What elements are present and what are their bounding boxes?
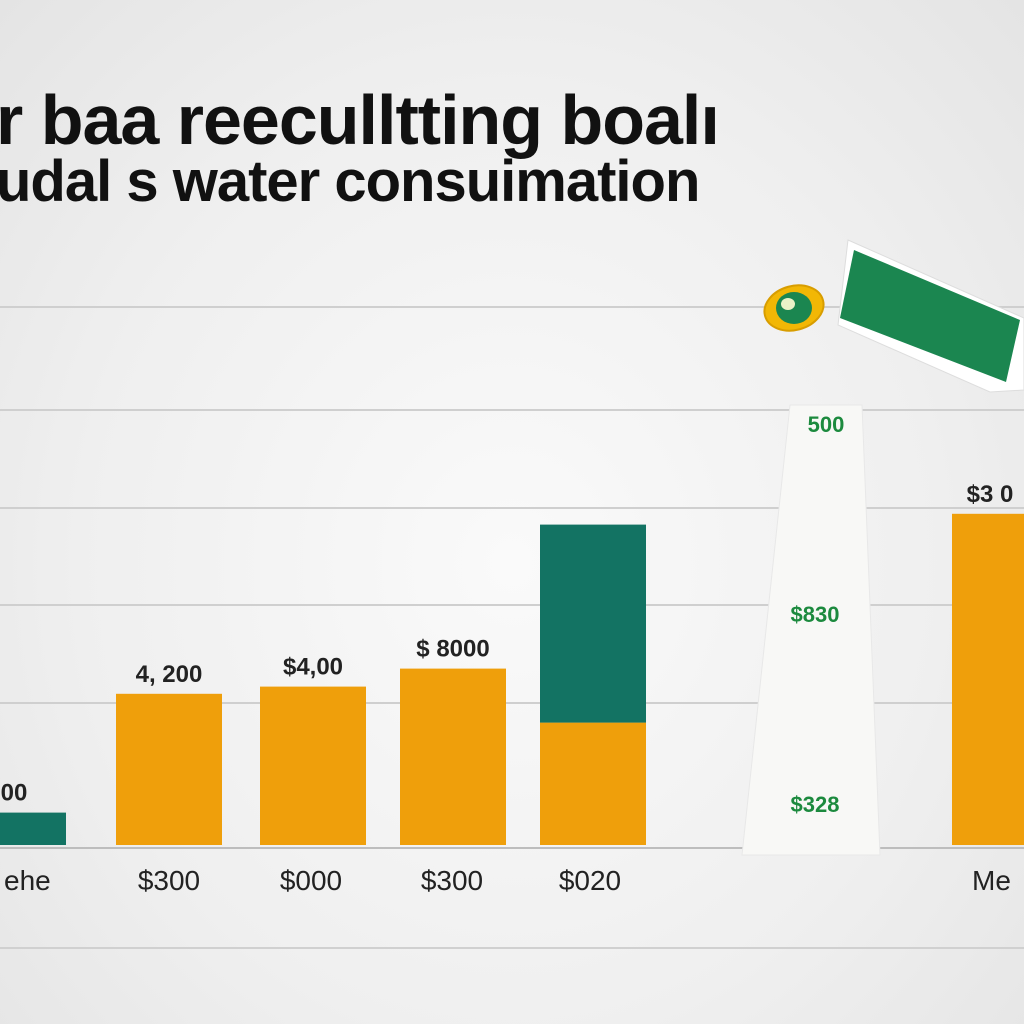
bar-secondary-0 xyxy=(0,812,66,845)
bar-value-label: $3 0 xyxy=(967,481,1014,508)
green-flag-icon xyxy=(837,239,1024,393)
bar-primary-4 xyxy=(540,722,646,845)
bar-value-label: $4,00 xyxy=(283,654,343,681)
bar-value-labels: 00 4, 200 $4,00 $ 8000 $3 0 xyxy=(1,481,1014,807)
value-card-panel xyxy=(741,404,881,856)
card-value-labels: 500 $830 $328 xyxy=(791,412,845,817)
x-tick-label: $300 xyxy=(138,865,200,896)
card-value-label: 500 xyxy=(808,412,845,437)
x-tick-label: $300 xyxy=(421,865,483,896)
bar-primary-1 xyxy=(116,693,222,845)
x-tick-label: ehe xyxy=(4,865,51,896)
leaf-badge-icon xyxy=(763,284,825,332)
floating-value-card xyxy=(741,404,881,856)
bar-secondary-4 xyxy=(540,524,646,723)
chart-title-line-2: udal s water consuimation xyxy=(0,149,700,214)
bar-value-label: 00 xyxy=(1,780,28,807)
x-tick-label: $000 xyxy=(280,865,342,896)
bars xyxy=(0,513,1024,845)
chart-title-line-1: r baa reeculltting boalı xyxy=(0,81,720,159)
bar-value-label: 4, 200 xyxy=(136,661,203,688)
bar-primary-3 xyxy=(400,668,506,845)
bar-primary-5 xyxy=(952,513,1024,845)
card-value-label: $830 xyxy=(791,602,840,627)
x-tick-label: Me xyxy=(972,865,1011,896)
x-tick-label: $020 xyxy=(559,865,621,896)
x-tick-labels: ehe $300 $000 $300 $020 Me xyxy=(4,865,1011,896)
bar-value-label: $ 8000 xyxy=(416,636,489,663)
card-value-label: $328 xyxy=(791,792,840,817)
bar-primary-2 xyxy=(260,686,366,845)
